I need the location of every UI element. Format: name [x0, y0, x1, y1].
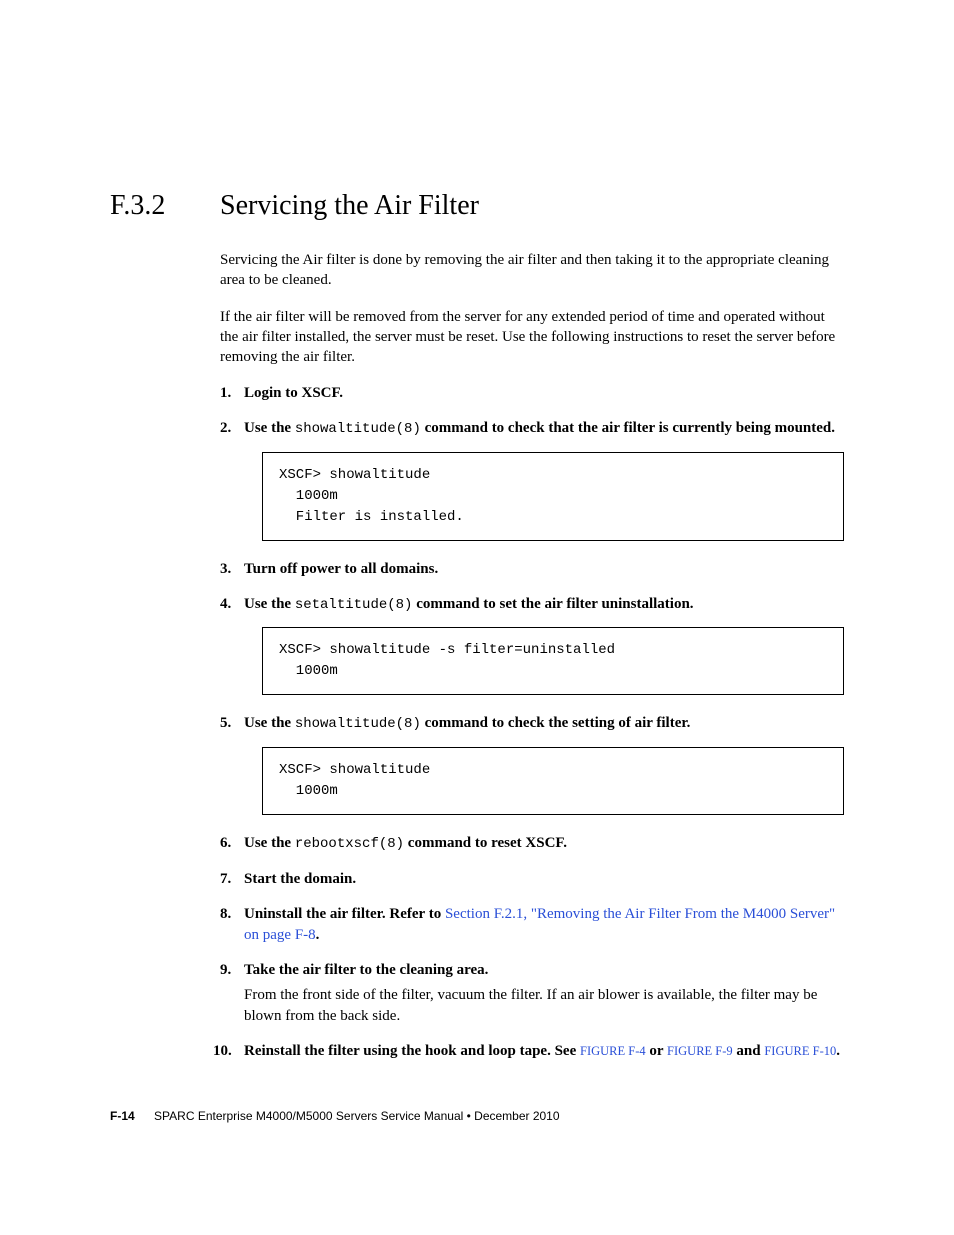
step-1-text: Login to XSCF.: [244, 385, 343, 401]
step-5: Use the showaltitude(8) command to check…: [220, 713, 844, 815]
figure-ref-f9[interactable]: FIGURE F-9: [667, 1044, 733, 1058]
footer-text: SPARC Enterprise M4000/M5000 Servers Ser…: [154, 1109, 560, 1123]
step-4: Use the setaltitude(8) command to set th…: [220, 594, 844, 696]
step-8-pre: Uninstall the air filter. Refer to: [244, 906, 445, 922]
step-5-cmd: showaltitude(8): [295, 716, 421, 732]
section-heading: F.3.2 Servicing the Air Filter: [110, 190, 844, 222]
step-2-cmd: showaltitude(8): [295, 421, 421, 437]
page-content: F.3.2 Servicing the Air Filter Servicing…: [0, 0, 954, 1062]
step-7-text: Start the domain.: [244, 871, 356, 887]
step-4-cmd: setaltitude(8): [295, 597, 413, 613]
step-9-main: Take the air filter to the cleaning area…: [244, 962, 488, 978]
steps-list: Login to XSCF. Use the showaltitude(8) c…: [220, 383, 844, 1061]
step-10-mid2: and: [733, 1043, 765, 1059]
step-10-post: .: [836, 1043, 840, 1059]
figure-ref-f10[interactable]: FIGURE F-10: [764, 1044, 836, 1058]
step-3: Turn off power to all domains.: [220, 559, 844, 580]
step-9: Take the air filter to the cleaning area…: [220, 960, 844, 1027]
step-5-pre: Use the: [244, 715, 295, 731]
step-6-cmd: rebootxscf(8): [295, 836, 404, 852]
step-6: Use the rebootxscf(8) command to reset X…: [220, 833, 844, 855]
step-6-post: command to reset XSCF.: [404, 835, 567, 851]
step-10-pre: Reinstall the filter using the hook and …: [244, 1043, 580, 1059]
step-1: Login to XSCF.: [220, 383, 844, 404]
step-6-pre: Use the: [244, 835, 295, 851]
step-7: Start the domain.: [220, 869, 844, 890]
code-block-3: XSCF> showaltitude 1000m: [262, 747, 844, 815]
page-number: F-14: [110, 1109, 135, 1123]
page-footer: F-14 SPARC Enterprise M4000/M5000 Server…: [110, 1109, 560, 1123]
figure-ref-f4[interactable]: FIGURE F-4: [580, 1044, 646, 1058]
section-title: Servicing the Air Filter: [220, 190, 479, 222]
step-2-pre: Use the: [244, 420, 295, 436]
step-5-post: command to check the setting of air filt…: [421, 715, 691, 731]
step-10: Reinstall the filter using the hook and …: [220, 1041, 844, 1062]
step-10-mid1: or: [646, 1043, 667, 1059]
code-block-1: XSCF> showaltitude 1000m Filter is insta…: [262, 452, 844, 541]
step-2-post: command to check that the air filter is …: [421, 420, 835, 436]
intro-paragraph-2: If the air filter will be removed from t…: [220, 307, 844, 368]
step-4-post: command to set the air filter uninstalla…: [412, 596, 693, 612]
section-number: F.3.2: [110, 190, 220, 222]
step-4-pre: Use the: [244, 596, 295, 612]
step-3-text: Turn off power to all domains.: [244, 561, 438, 577]
step-2: Use the showaltitude(8) command to check…: [220, 418, 844, 541]
step-9-sub: From the front side of the filter, vacuu…: [244, 985, 844, 1027]
step-8-post: .: [316, 927, 320, 943]
body-area: Servicing the Air filter is done by remo…: [220, 250, 844, 1062]
step-8: Uninstall the air filter. Refer to Secti…: [220, 904, 844, 946]
intro-paragraph-1: Servicing the Air filter is done by remo…: [220, 250, 844, 291]
code-block-2: XSCF> showaltitude -s filter=uninstalled…: [262, 627, 844, 695]
